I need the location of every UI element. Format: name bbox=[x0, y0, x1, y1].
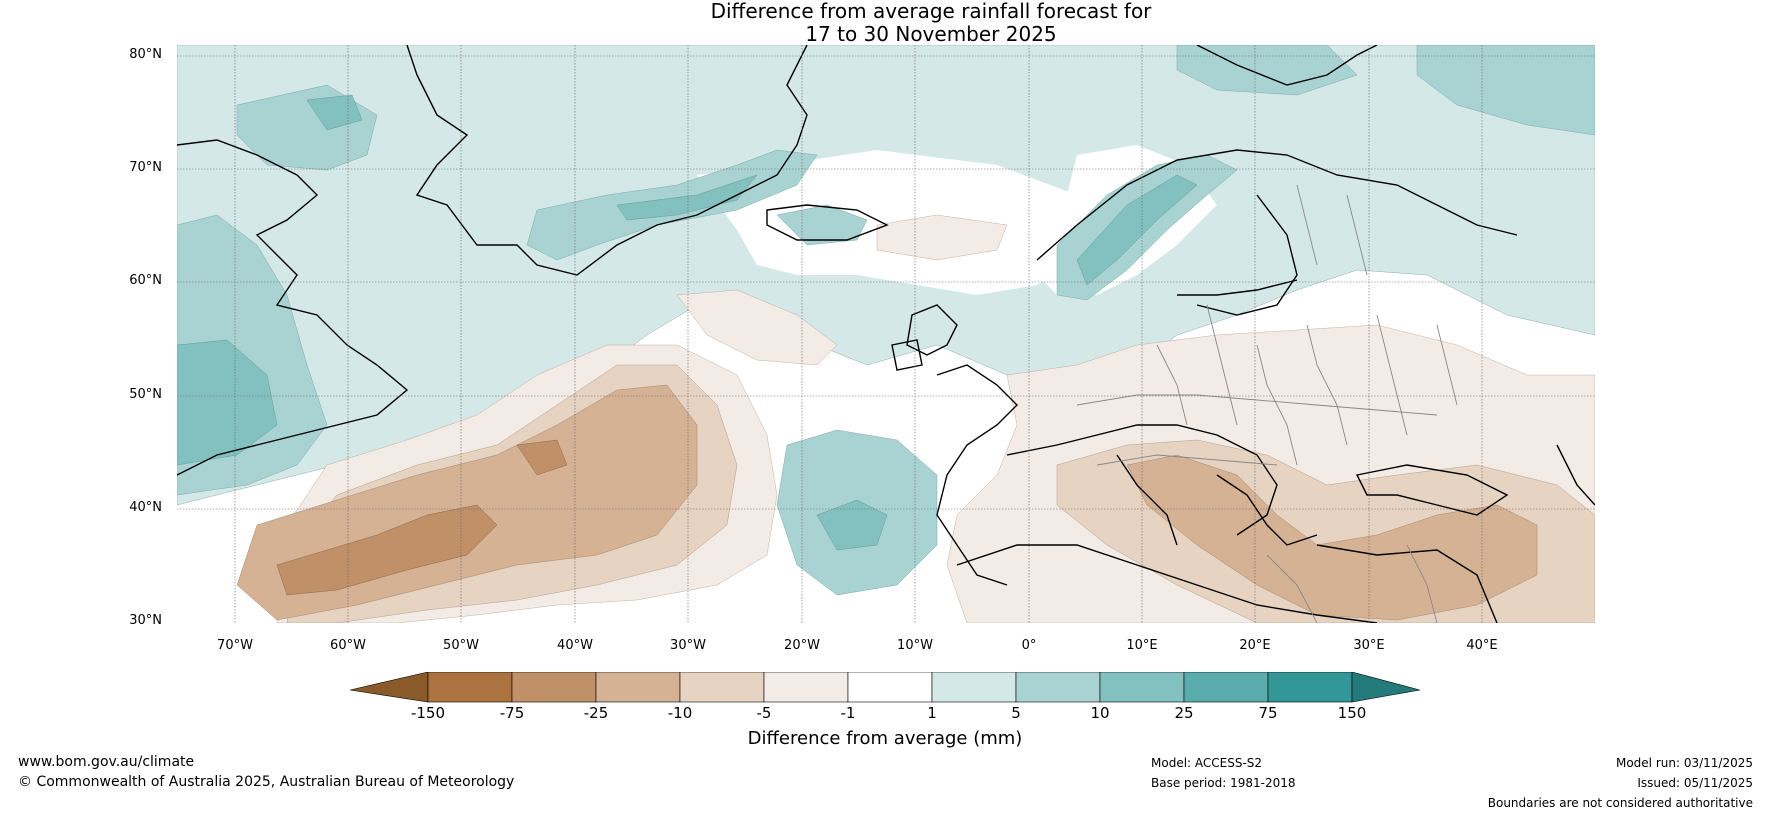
colorbar-bin-2 bbox=[511, 671, 597, 703]
lon-label-30e: 30°E bbox=[1353, 638, 1385, 653]
lon-label-20e: 20°E bbox=[1239, 638, 1271, 653]
colorbar bbox=[349, 671, 1421, 708]
footer-disclaimer: Boundaries are not considered authoritat… bbox=[1487, 796, 1753, 810]
country-borders bbox=[1076, 184, 1458, 623]
rainfall-map bbox=[177, 45, 1595, 623]
colorbar-tick-3: -25 bbox=[583, 704, 609, 722]
lat-label-60n: 60°N bbox=[129, 273, 162, 288]
dry-peak-west-atlantic bbox=[276, 504, 498, 596]
colorbar-svg bbox=[349, 671, 1421, 703]
lon-label-50w: 50°W bbox=[443, 638, 479, 653]
colorbar-bin-10 bbox=[1183, 671, 1269, 703]
coastlines bbox=[177, 45, 1595, 623]
lon-label-10w: 10°W bbox=[897, 638, 933, 653]
colorbar-bin-11 bbox=[1267, 671, 1353, 703]
gridlines bbox=[177, 45, 1595, 623]
lat-label-50n: 50°N bbox=[129, 387, 162, 402]
lon-label-0: 0° bbox=[1021, 638, 1037, 653]
colorbar-tick-2: -75 bbox=[499, 704, 525, 722]
title-line-1: Difference from average rainfall forecas… bbox=[710, 0, 1152, 23]
colorbar-extend-low bbox=[349, 671, 429, 703]
dry-zone-central-atlantic bbox=[676, 289, 838, 366]
map-title: Difference from average rainfall forecas… bbox=[0, 0, 1770, 46]
colorbar-tick-11: 75 bbox=[1258, 704, 1278, 722]
dry-core-balkans bbox=[1126, 454, 1538, 621]
dry-peak-mid-atlantic bbox=[516, 439, 568, 476]
colorbar-extend-high bbox=[1351, 671, 1421, 703]
footer-url: www.bom.gov.au/climate bbox=[18, 754, 195, 770]
title-line-2: 17 to 30 November 2025 bbox=[805, 22, 1057, 46]
colorbar-tick-6: -1 bbox=[840, 704, 856, 722]
footer-model: Model: ACCESS-S2 bbox=[1151, 756, 1263, 770]
wet-core-mid-atlantic bbox=[816, 499, 888, 551]
colorbar-tick-4: -10 bbox=[667, 704, 693, 722]
wet-core-norway bbox=[1076, 174, 1198, 286]
lon-label-60w: 60°W bbox=[330, 638, 366, 653]
lon-label-70w: 70°W bbox=[217, 638, 253, 653]
colorbar-tick-8: 5 bbox=[1011, 704, 1021, 722]
colorbar-bin-3 bbox=[595, 671, 681, 703]
colorbar-bin-6 bbox=[847, 671, 933, 703]
colorbar-tick-10: 25 bbox=[1174, 704, 1194, 722]
colorbar-tick-5: -5 bbox=[756, 704, 772, 722]
colorbar-tick-7: 1 bbox=[927, 704, 937, 722]
colorbar-bin-9 bbox=[1099, 671, 1185, 703]
colorbar-tick-12: 150 bbox=[1337, 704, 1367, 722]
lat-label-70n: 70°N bbox=[129, 160, 162, 175]
footer-base-period: Base period: 1981-2018 bbox=[1151, 776, 1296, 790]
wet-zone-barents bbox=[1416, 45, 1595, 136]
footer-model-run: Model run: 03/11/2025 bbox=[1615, 756, 1753, 770]
colorbar-tick-1: -150 bbox=[410, 704, 446, 722]
lon-label-40w: 40°W bbox=[557, 638, 593, 653]
colorbar-title: Difference from average (mm) bbox=[747, 728, 1023, 749]
lon-label-10e: 10°E bbox=[1126, 638, 1158, 653]
lon-label-40e: 40°E bbox=[1466, 638, 1498, 653]
lon-label-20w: 20°W bbox=[784, 638, 820, 653]
lat-label-80n: 80°N bbox=[129, 47, 162, 62]
colorbar-tick-9: 10 bbox=[1090, 704, 1110, 722]
wet-core-greenland-coast bbox=[616, 174, 758, 221]
footer-issued: Issued: 05/11/2025 bbox=[1637, 776, 1753, 790]
colorbar-bin-4 bbox=[679, 671, 765, 703]
colorbar-bin-7 bbox=[931, 671, 1017, 703]
wet-core-labrador bbox=[177, 339, 278, 466]
colorbar-bin-8 bbox=[1015, 671, 1101, 703]
lon-label-30w: 30°W bbox=[670, 638, 706, 653]
rainfall-map-svg bbox=[177, 45, 1595, 623]
colorbar-bin-1 bbox=[427, 671, 513, 703]
colorbar-bin-5 bbox=[763, 671, 849, 703]
lat-label-30n: 30°N bbox=[129, 613, 162, 628]
lat-label-40n: 40°N bbox=[129, 500, 162, 515]
footer-copyright: © Commonwealth of Australia 2025, Austra… bbox=[18, 774, 515, 790]
dry-zone-iceland-sea bbox=[876, 214, 1008, 261]
